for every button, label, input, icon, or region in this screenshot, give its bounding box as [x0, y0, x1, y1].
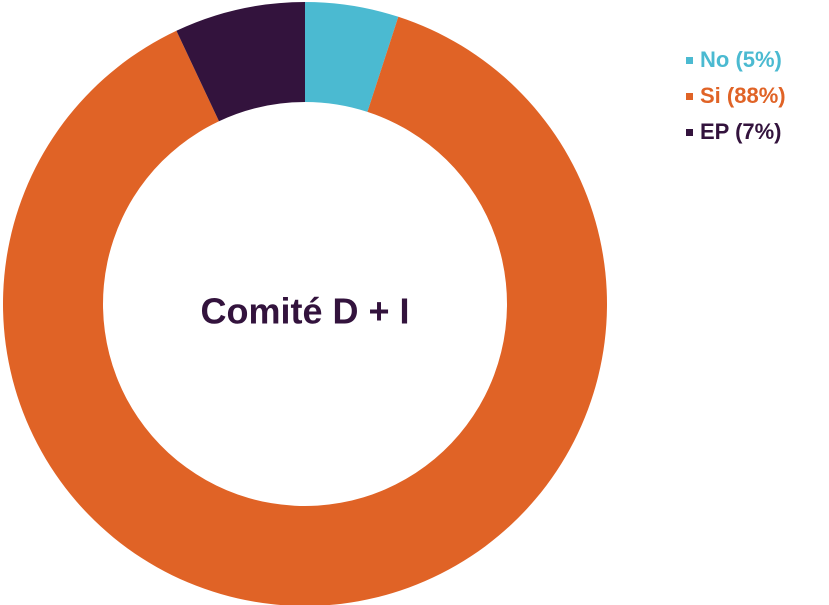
legend-item-ep: EP (7%) — [686, 114, 786, 150]
legend-label-si: Si (88%) — [700, 83, 786, 108]
legend-swatch-ep — [686, 128, 693, 136]
legend-label-no: No (5%) — [700, 47, 782, 72]
donut-slice-si — [3, 16, 607, 605]
legend-swatch-si — [686, 92, 693, 100]
donut-slice-ep — [176, 2, 305, 122]
legend-item-si: Si (88%) — [686, 78, 786, 114]
legend-swatch-no — [686, 56, 693, 64]
chart-center-title: Comité D + I — [200, 291, 409, 332]
legend-label-ep: EP (7%) — [700, 119, 782, 144]
legend-item-no: No (5%) — [686, 42, 786, 78]
donut-slices — [3, 2, 607, 605]
donut-slice-no — [305, 2, 399, 112]
chart-legend: No (5%) Si (88%) EP (7%) — [686, 42, 786, 150]
